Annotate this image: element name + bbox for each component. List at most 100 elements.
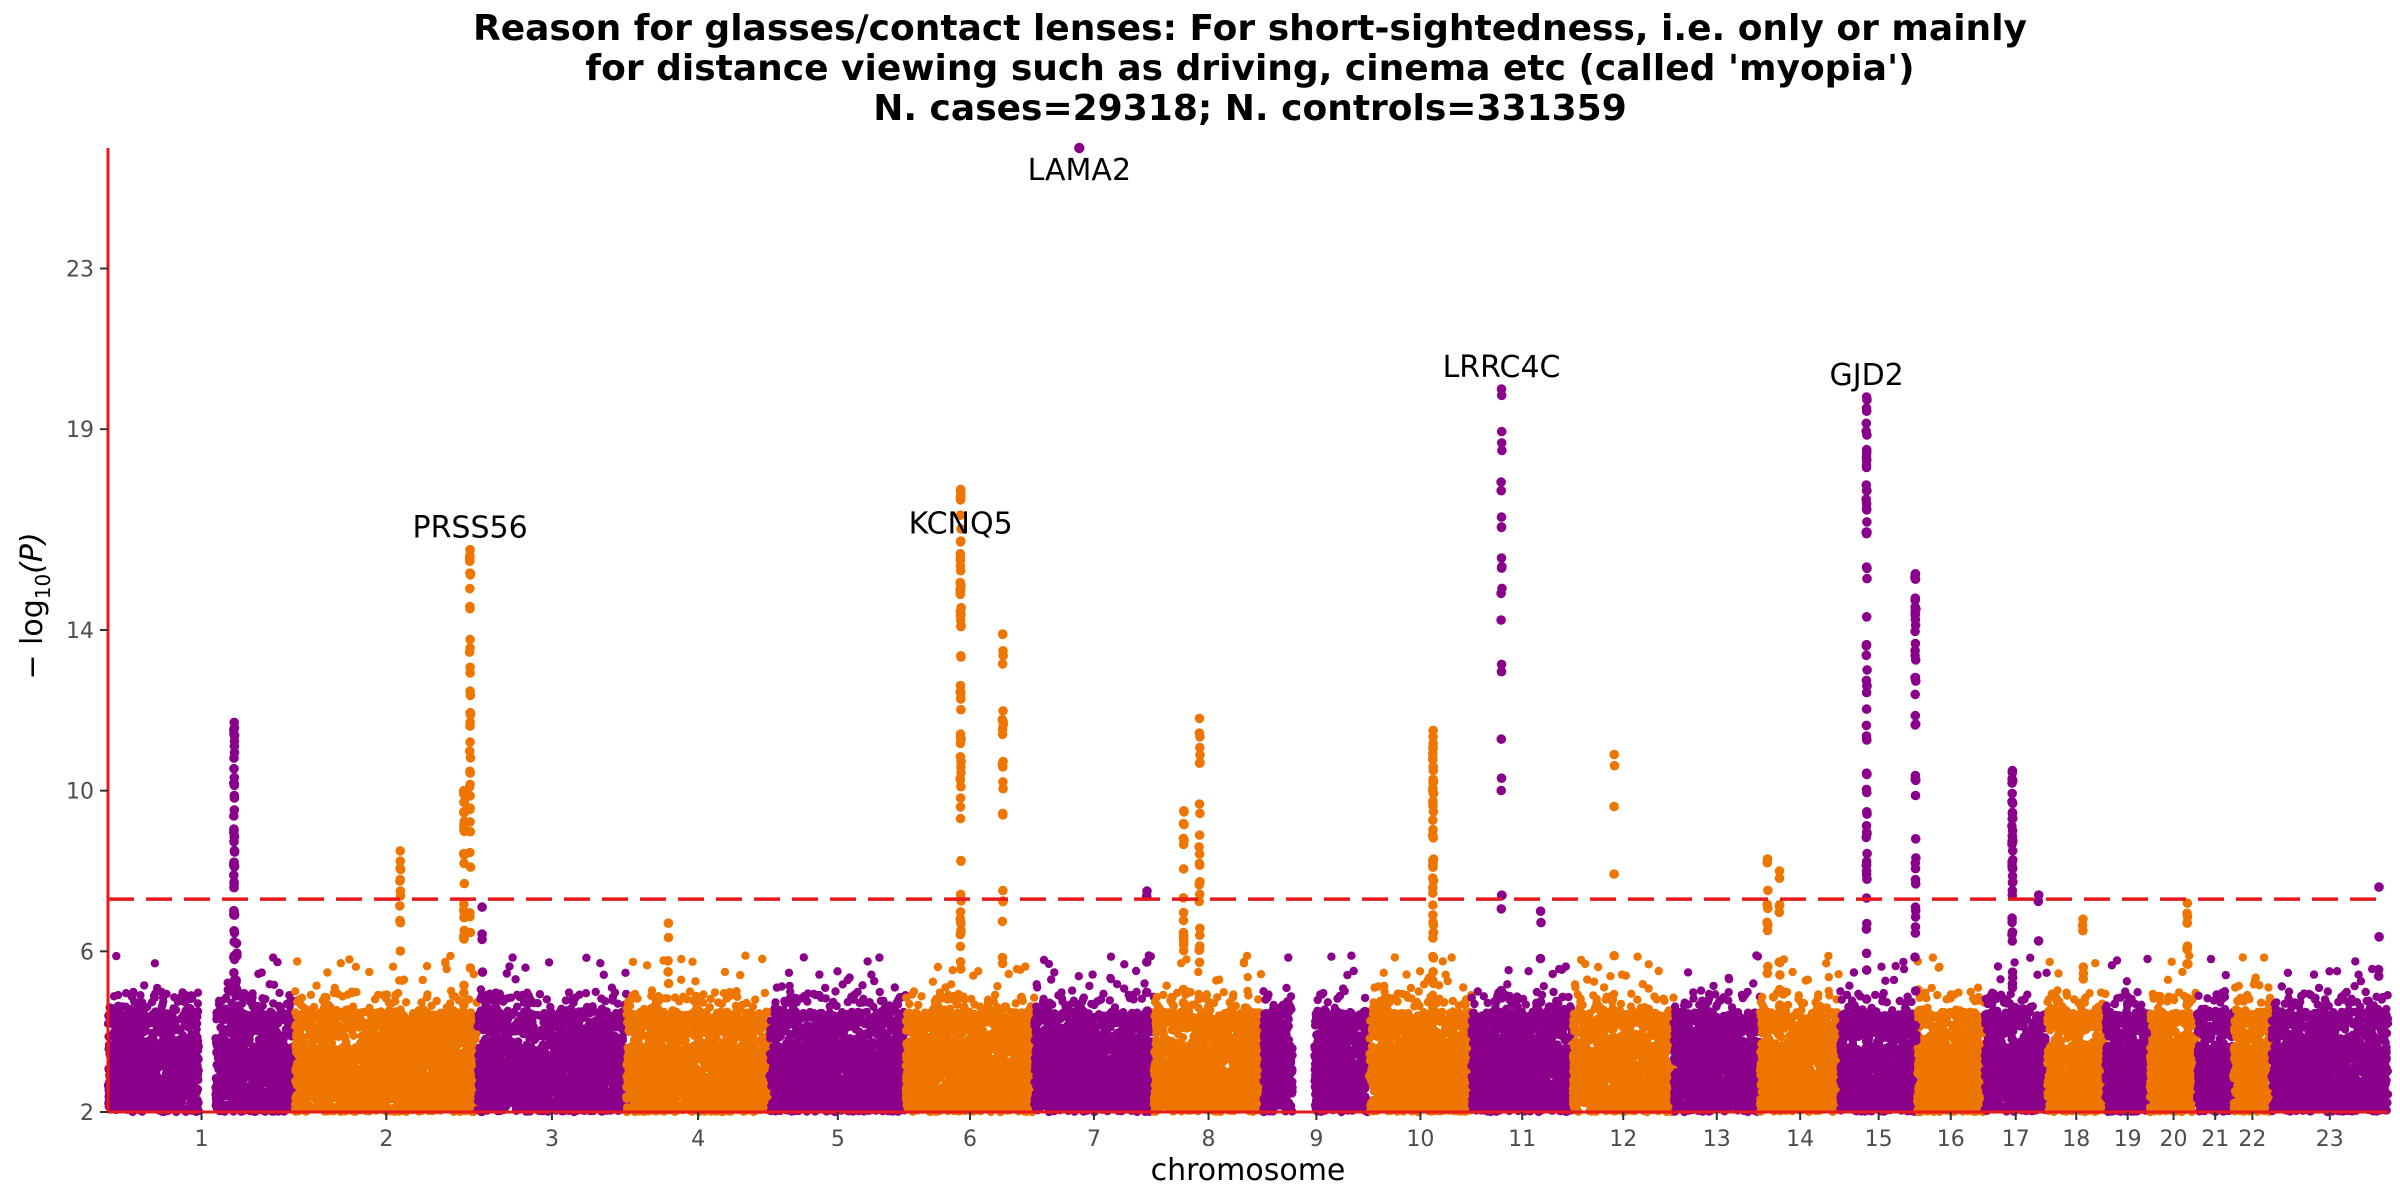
snp-point	[119, 1084, 129, 1093]
snp-point	[152, 1023, 162, 1032]
snp-point	[374, 1070, 383, 1079]
snp-point	[301, 1013, 310, 1023]
snp-point	[152, 1072, 162, 1081]
snp-point	[127, 1069, 136, 1078]
snp-point	[140, 1052, 149, 1061]
data-points	[103, 142, 2393, 1117]
snp-point	[408, 1010, 417, 1020]
snp-point	[292, 1032, 301, 1042]
snp-point	[157, 987, 167, 997]
snp-point	[193, 999, 202, 1008]
snp-point	[250, 1054, 259, 1063]
snp-point	[402, 1101, 411, 1111]
snp-point	[295, 1057, 304, 1066]
snp-point	[511, 975, 520, 984]
snp-point	[260, 1018, 270, 1027]
snp-point	[144, 1018, 153, 1027]
snp-point	[285, 997, 295, 1006]
snp-point	[315, 1088, 325, 1098]
snp-point	[382, 990, 391, 999]
snp-point	[249, 1042, 258, 1051]
snp-point	[258, 1001, 267, 1010]
snp-point	[364, 1038, 374, 1047]
snp-point	[546, 1002, 555, 1012]
snp-point	[312, 981, 321, 990]
snp-point	[258, 1095, 267, 1104]
snp-point	[169, 1072, 178, 1081]
snp-point	[396, 1012, 405, 1022]
snp-point	[169, 1038, 178, 1047]
snp-point	[250, 1075, 260, 1085]
snp-point	[391, 1090, 400, 1099]
snp-point	[446, 999, 455, 1008]
snp-point	[114, 1062, 123, 1071]
snp-point	[386, 1072, 395, 1081]
snp-point	[436, 1047, 445, 1057]
snp-point	[178, 1050, 187, 1060]
snp-point	[421, 1052, 430, 1061]
snp-point	[321, 1015, 330, 1024]
snp-point	[270, 1070, 279, 1080]
snp-point	[388, 962, 398, 971]
snp-point	[190, 1088, 199, 1098]
snp-point	[123, 1096, 132, 1105]
snp-point	[424, 1033, 434, 1043]
snp-point	[330, 983, 339, 993]
snp-point	[268, 953, 278, 962]
snp-point	[328, 1083, 337, 1092]
snp-point	[334, 1062, 343, 1071]
snp-point	[461, 1077, 470, 1087]
snp-point	[342, 1095, 352, 1105]
snp-point	[319, 1003, 329, 1012]
snp-point	[410, 1054, 419, 1063]
snp-point	[403, 1069, 412, 1078]
chart-title: Reason for glasses/contact lenses: For s…	[473, 8, 2027, 129]
snp-point	[137, 1068, 146, 1077]
snp-point	[129, 1010, 138, 1019]
snp-point	[282, 1031, 292, 1040]
snp-point	[248, 1002, 257, 1011]
snp-point	[368, 1015, 378, 1024]
snp-point	[306, 990, 316, 1000]
snp-point	[435, 1022, 444, 1031]
snp-point	[117, 1002, 127, 1011]
snp-point	[312, 1050, 321, 1060]
snp-point	[422, 993, 432, 1002]
snp-point	[285, 991, 294, 1000]
snp-point	[257, 968, 266, 977]
title-line-2: for distance viewing such as driving, ci…	[585, 48, 1914, 89]
snp-point	[408, 1079, 418, 1088]
snp-point	[275, 988, 284, 998]
snp-point	[392, 1077, 402, 1087]
snp-point	[259, 1042, 268, 1052]
snp-point	[108, 1042, 118, 1051]
snp-point	[193, 988, 203, 997]
snp-point	[400, 1087, 409, 1096]
snp-point	[187, 991, 196, 1000]
snp-point	[306, 1065, 315, 1075]
snp-point	[185, 1102, 195, 1112]
snp-point	[315, 1098, 324, 1108]
snp-point	[293, 957, 302, 966]
snp-point	[273, 1057, 283, 1066]
snp-point	[380, 1023, 390, 1032]
snp-point	[313, 1059, 323, 1069]
snp-point	[455, 1098, 464, 1107]
snp-point	[411, 1071, 421, 1080]
snp-point	[131, 1047, 140, 1056]
snp-point	[318, 1076, 327, 1086]
snp-point	[187, 1030, 196, 1039]
snp-point	[221, 1102, 230, 1112]
snp-point	[401, 1045, 410, 1054]
snp-point	[433, 1060, 442, 1069]
snp-point	[465, 1102, 474, 1112]
snp-point	[398, 976, 407, 985]
snp-point	[299, 1040, 308, 1050]
snp-point	[112, 951, 121, 961]
snp-point	[418, 1007, 427, 1017]
snp-point	[276, 1008, 285, 1017]
snp-point	[597, 994, 606, 1003]
snp-point	[237, 1100, 247, 1109]
snp-point	[457, 1085, 467, 1094]
snp-point	[381, 1088, 390, 1097]
